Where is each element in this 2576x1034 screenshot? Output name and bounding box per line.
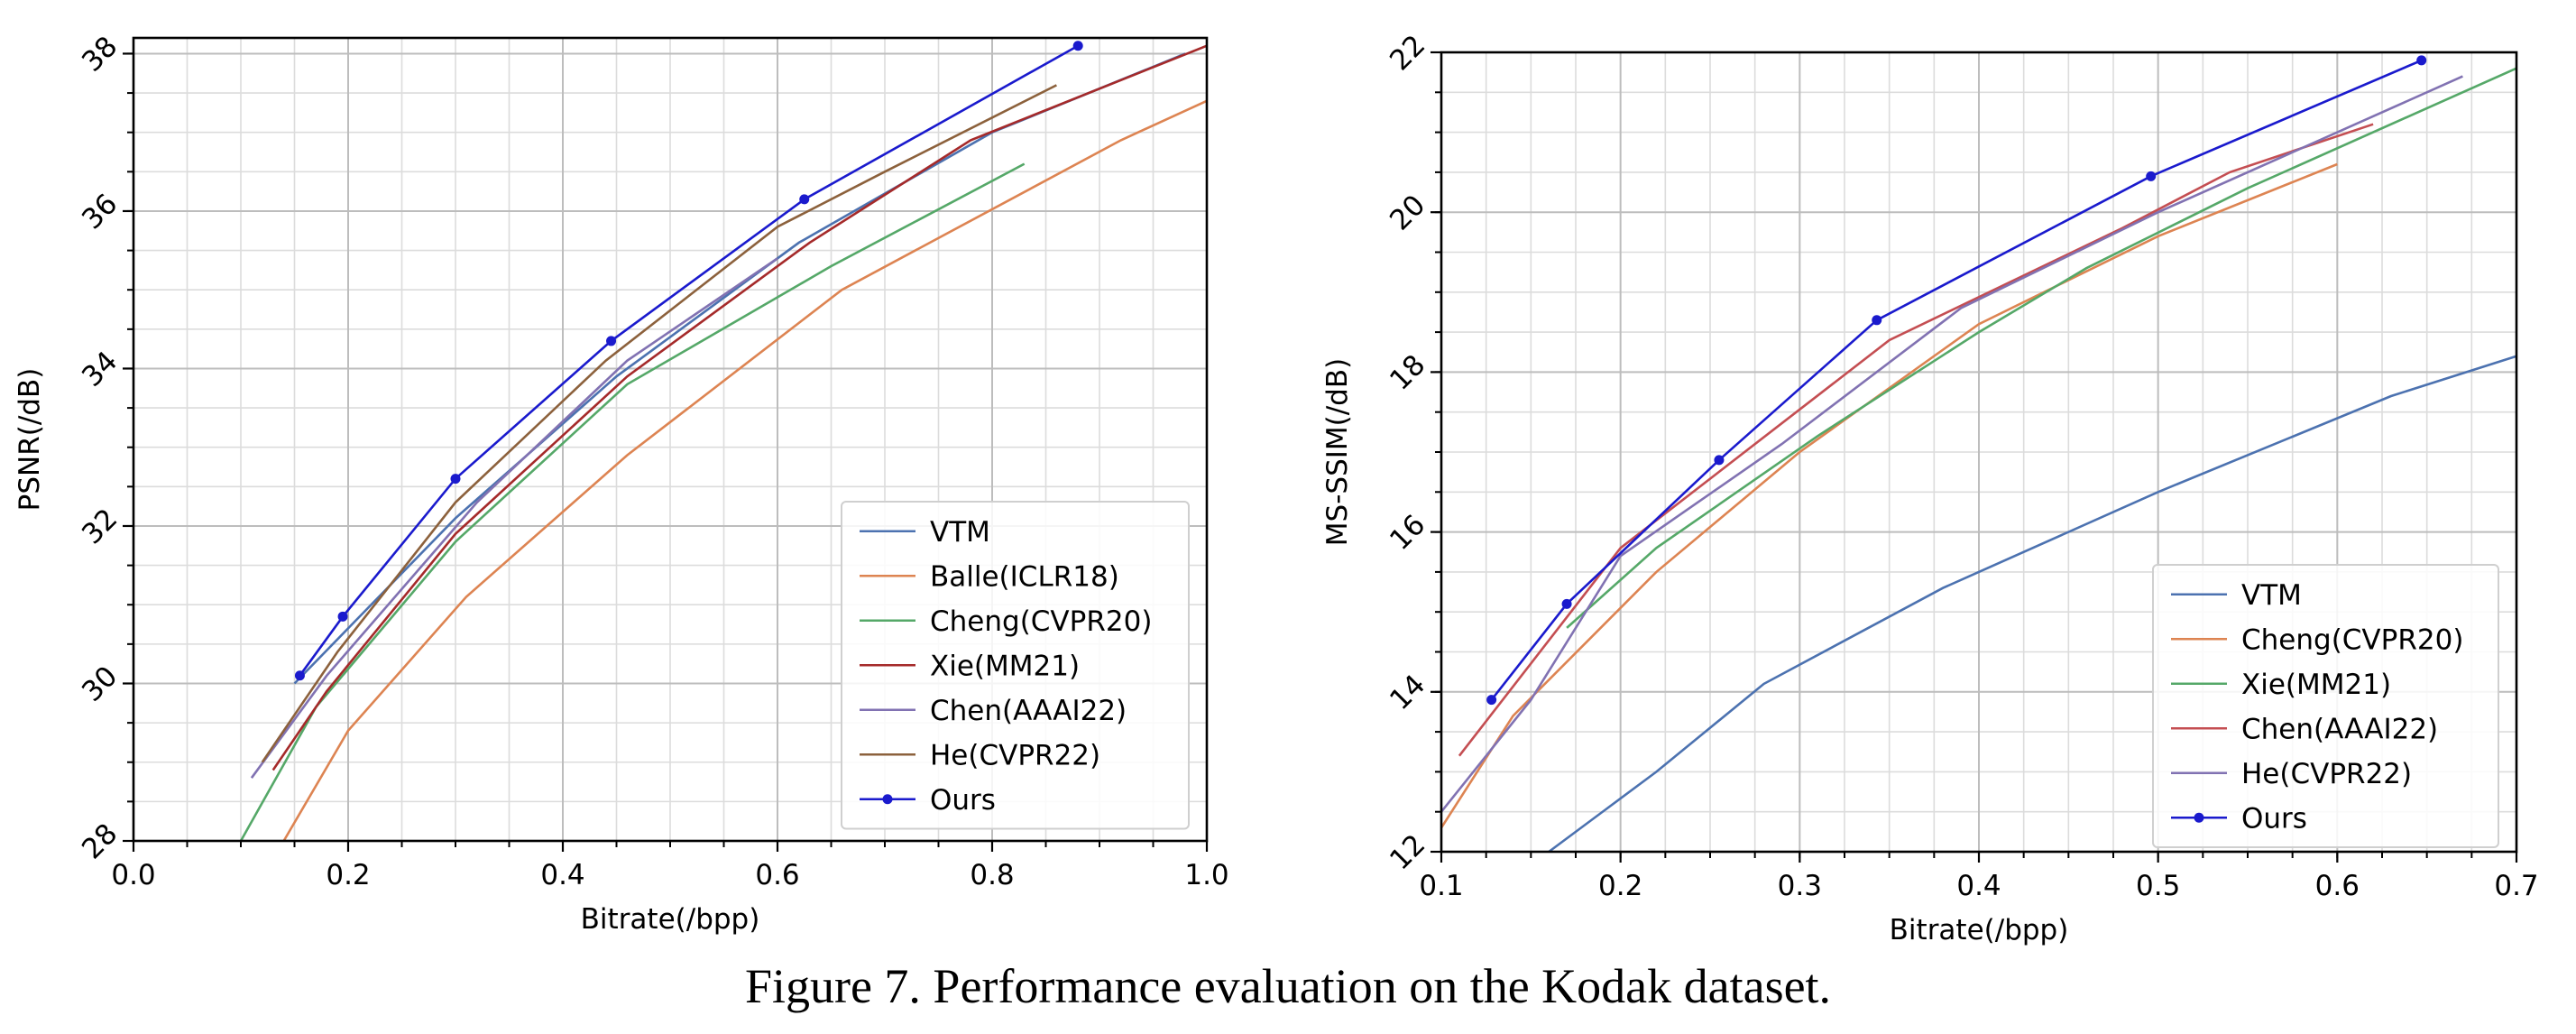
series-line-Ours bbox=[1490, 59, 2423, 701]
series-line-Chen(AAAI22) bbox=[1458, 123, 2374, 757]
series-line-He(CVPR22) bbox=[1441, 75, 2463, 813]
legend-label: VTM bbox=[2241, 579, 2302, 612]
legend-label: He(CVPR22) bbox=[930, 739, 1100, 771]
series-line-Ours bbox=[299, 44, 1079, 677]
legend-label: VTM bbox=[930, 516, 990, 549]
x-tick-label: 0.7 bbox=[2494, 870, 2538, 902]
series-line-Xie(MM21) bbox=[271, 44, 1207, 771]
data-point-Ours bbox=[1486, 695, 1497, 706]
data-point-Ours bbox=[799, 194, 810, 205]
x-tick-label: 0.4 bbox=[540, 859, 584, 891]
figure-caption: Figure 7. Performance evaluation on the … bbox=[744, 959, 1832, 1013]
series-line-Chen(AAAI22) bbox=[250, 257, 778, 779]
data-point-Ours bbox=[2416, 55, 2427, 66]
data-point-Ours bbox=[1872, 315, 1882, 326]
legend-label: Chen(AAAI22) bbox=[930, 695, 1127, 727]
legend-label: Chen(AAAI22) bbox=[2241, 713, 2438, 745]
x-tick-label: 0.1 bbox=[1419, 870, 1463, 902]
legend-box bbox=[2152, 564, 2499, 848]
x-axis-label: Bitrate(/bpp) bbox=[581, 903, 760, 936]
legend-box bbox=[841, 501, 1190, 830]
y-axis-label: PSNR(/dB) bbox=[14, 368, 46, 512]
x-tick-label: 0.3 bbox=[1778, 870, 1822, 902]
x-tick-label: 0.6 bbox=[755, 859, 799, 891]
x-tick-label: 0.4 bbox=[1956, 870, 2001, 902]
y-tick-label: 34 bbox=[76, 346, 124, 393]
y-tick-label: 18 bbox=[1384, 348, 1431, 396]
data-point-Ours bbox=[1072, 41, 1083, 51]
y-tick-label: 36 bbox=[76, 188, 124, 235]
chart-1: 0.0 0.2 0.4 0.6 0.8 1.0283032343638Bitrate(/b… bbox=[14, 30, 1229, 936]
x-axis-label: Bitrate(/bpp) bbox=[1890, 914, 2069, 946]
x-tick-label: 1.0 bbox=[1184, 859, 1228, 891]
y-tick-label: 20 bbox=[1384, 189, 1431, 236]
legend-label: Ours bbox=[930, 784, 996, 817]
x-tick-label: 0.6 bbox=[2315, 870, 2360, 902]
y-tick-label: 14 bbox=[1384, 669, 1431, 716]
series-line-He(CVPR22) bbox=[261, 84, 1057, 763]
y-axis-label: MS-SSIM(/dB) bbox=[1321, 358, 1354, 546]
legend-label: Balle(ICLR18) bbox=[930, 560, 1119, 593]
x-tick-label: 0.2 bbox=[326, 859, 370, 891]
series-line-Cheng(CVPR20) bbox=[239, 162, 1026, 841]
x-tick-label: 0.5 bbox=[2136, 870, 2180, 902]
series-group bbox=[1441, 55, 2516, 852]
data-point-Ours bbox=[294, 670, 305, 681]
y-tick-label: 32 bbox=[76, 503, 124, 550]
legend-label: He(CVPR22) bbox=[2241, 758, 2412, 790]
series-line-Xie(MM21) bbox=[1566, 67, 2516, 629]
data-point-Ours bbox=[450, 474, 461, 485]
series-line-Balle(ICLR18) bbox=[282, 99, 1207, 841]
data-point-Ours bbox=[2146, 171, 2157, 181]
y-tick-label: 16 bbox=[1384, 509, 1431, 557]
legend-marker bbox=[2194, 812, 2204, 823]
legend: VTM Cheng(CVPR20) Xie(MM21) Chen(AAAI22) He(… bbox=[2152, 564, 2499, 848]
legend-marker bbox=[882, 794, 893, 805]
x-tick-label: 0.8 bbox=[970, 859, 1014, 891]
series-line-Cheng(CVPR20) bbox=[1441, 162, 2338, 829]
data-point-Ours bbox=[606, 336, 617, 346]
data-point-Ours bbox=[337, 611, 348, 622]
legend-label: Cheng(CVPR20) bbox=[930, 605, 1152, 638]
legend-label: Cheng(CVPR20) bbox=[2241, 623, 2463, 656]
legend-label: Ours bbox=[2241, 802, 2307, 835]
data-point-Ours bbox=[1561, 598, 1572, 609]
y-tick-label: 30 bbox=[76, 660, 124, 708]
x-tick-label: 0.0 bbox=[111, 859, 155, 891]
legend-label: Xie(MM21) bbox=[2241, 669, 2391, 701]
data-point-Ours bbox=[1714, 455, 1725, 466]
x-tick-label: 0.2 bbox=[1598, 870, 1642, 902]
legend-label: Xie(MM21) bbox=[930, 650, 1080, 682]
y-tick-label: 38 bbox=[76, 30, 124, 78]
series-group bbox=[239, 41, 1207, 841]
chart-2: 0.1 0.2 0.3 0.4 0.5 0.6 0.7121416182022Bitrate… bbox=[1321, 29, 2539, 946]
legend: VTM Balle(ICLR18) Cheng(CVPR20) Xie(MM21) Ch… bbox=[841, 501, 1190, 830]
y-tick-label: 22 bbox=[1384, 29, 1431, 77]
series-line-VTM bbox=[1548, 355, 2516, 852]
